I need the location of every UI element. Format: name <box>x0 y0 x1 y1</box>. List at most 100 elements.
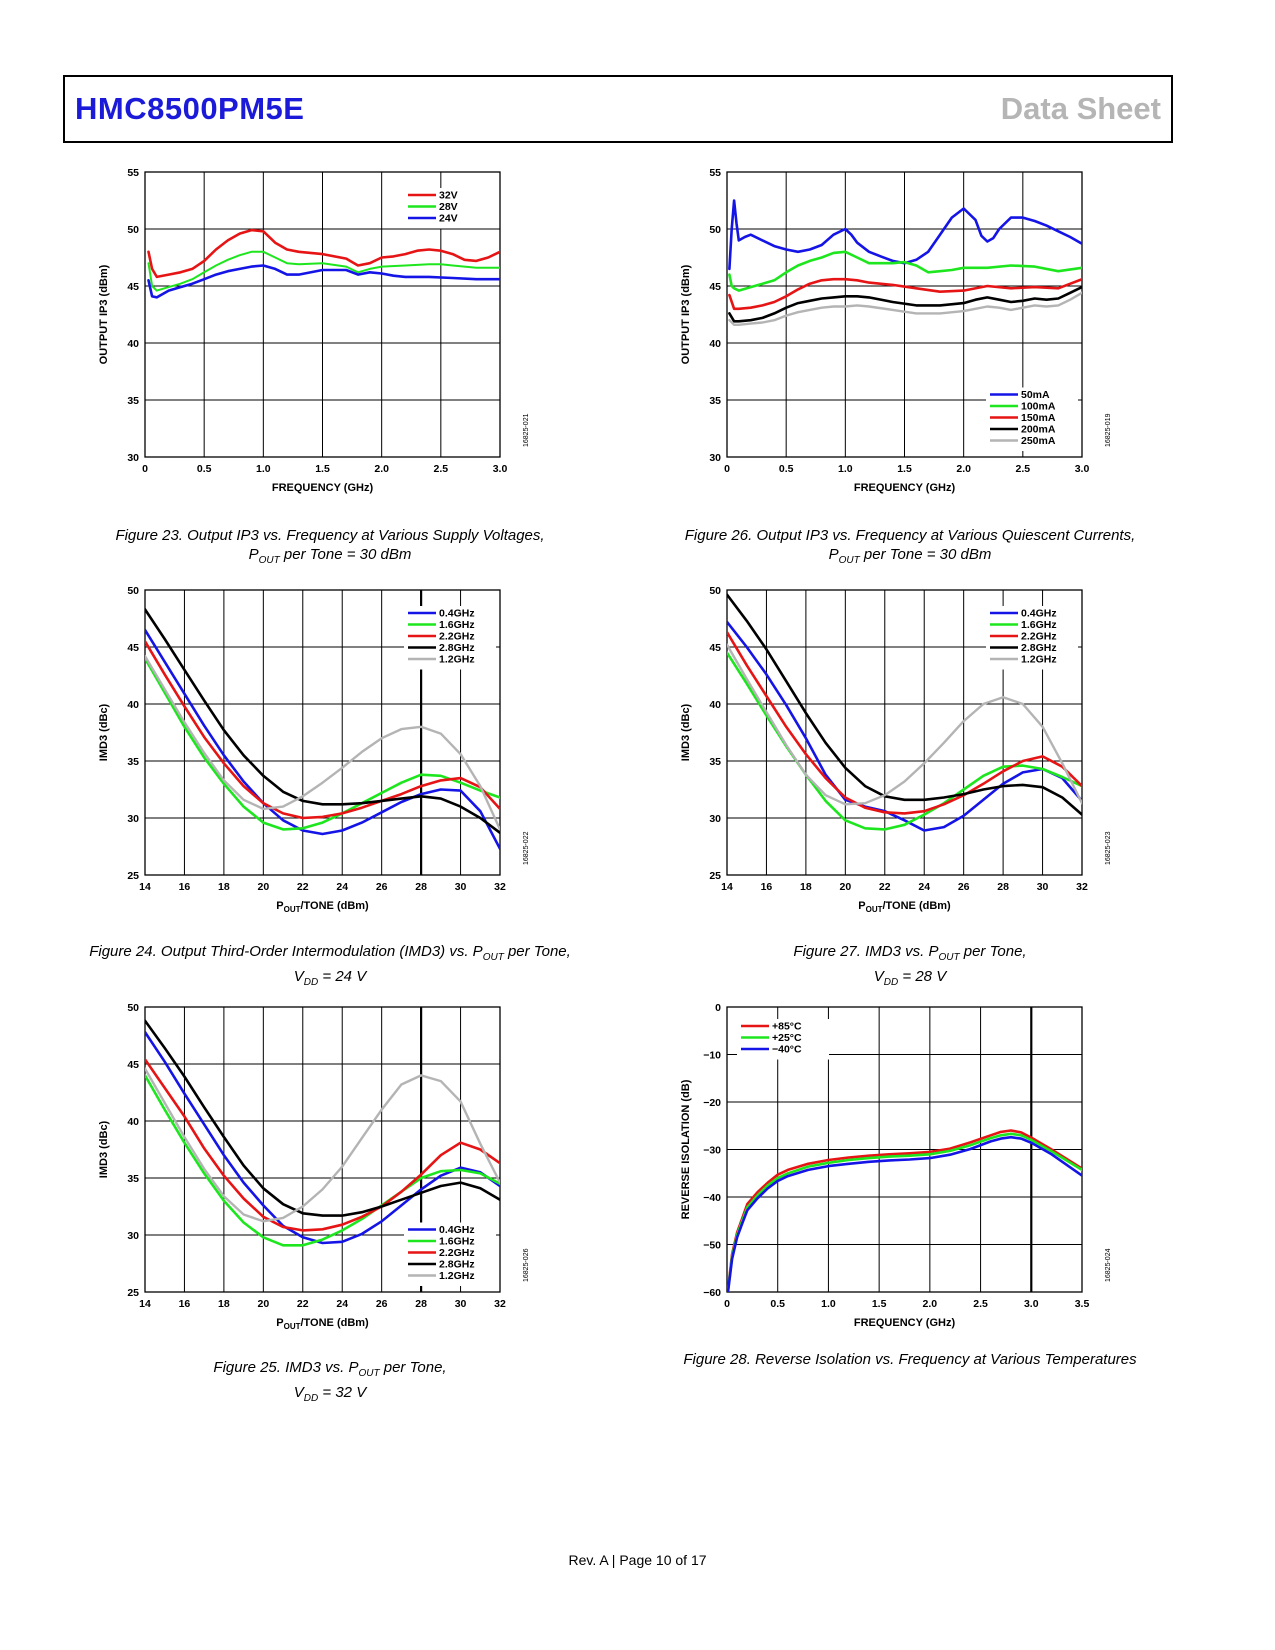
x-tick-label: 22 <box>879 881 891 893</box>
y-tick-label: 55 <box>709 167 721 179</box>
x-tick-label: 18 <box>218 1298 230 1310</box>
x-tick-label: 3.0 <box>1024 1298 1039 1310</box>
caption-subscript: OUT <box>258 555 280 566</box>
plot-frame <box>144 1006 501 1293</box>
caption-line: Figure 26. Output IP3 vs. Frequency at V… <box>684 527 1136 544</box>
caption-subscript: DD <box>883 977 899 988</box>
y-tick-label: 30 <box>127 452 139 464</box>
series-line-25c <box>727 1132 1082 1292</box>
x-tick-label: 16 <box>179 881 191 893</box>
x-tick-label: 2.5 <box>1016 463 1031 475</box>
series-line-40c <box>727 1135 1082 1292</box>
figure-code: 16825-026 <box>523 1248 530 1282</box>
y-tick-label: 45 <box>127 642 139 654</box>
y-tick-label: 45 <box>709 281 721 293</box>
y-tick-label: −40 <box>703 1192 721 1204</box>
series-line-22ghz <box>145 1058 500 1232</box>
x-tick-label: 1.0 <box>821 1298 836 1310</box>
legend-label: 1.2GHz <box>1021 654 1057 666</box>
x-axis-label-unit: /TONE (dBm) <box>300 1317 369 1329</box>
x-tick-label: 30 <box>455 1298 467 1310</box>
x-tick-label: 32 <box>494 881 506 893</box>
series-line-200ma <box>728 285 1082 323</box>
figure-code: 16825-019 <box>1105 413 1112 447</box>
x-axis-label: FREQUENCY (GHz) <box>272 482 374 494</box>
x-axis-label: POUT/TONE (dBm) <box>276 1317 369 1331</box>
y-tick-label: 35 <box>709 395 721 407</box>
caption-figure-25: Figure 25. IMD3 vs. POUT per Tone, VDD =… <box>80 1358 580 1408</box>
y-tick-label: 45 <box>127 281 139 293</box>
series-line-16ghz <box>145 657 500 831</box>
x-tick-label: 22 <box>297 881 309 893</box>
chart-imd3-vs-pout-32v: 14 16 18 20 22 24 26 28 30 32 25 30 35 40 45 50 POUT/TON… <box>98 1002 530 1331</box>
x-tick-label: 3.0 <box>1075 463 1090 475</box>
y-tick-label: 25 <box>709 870 721 882</box>
legend-label: 2.8GHz <box>439 642 475 654</box>
series-line-04ghz <box>145 1030 500 1245</box>
chart-output-ip3-vs-frequency-quiescent-currents: 0 0.5 1.0 1.5 2.0 2.5 3.0 30 35 40 45 50 55 FREQUENCY… <box>680 167 1112 494</box>
caption-symbol: P <box>828 546 839 563</box>
y-tick-label: 45 <box>709 642 721 654</box>
series-line-150ma <box>728 277 1082 311</box>
page-header: HMC8500PM5E Data Sheet <box>63 75 1173 143</box>
x-tick-label: 32 <box>1076 881 1088 893</box>
y-tick-label: −50 <box>703 1240 721 1252</box>
legend-label: +25°C <box>772 1032 802 1044</box>
caption-subscript: OUT <box>938 952 960 963</box>
legend-label: 2.2GHz <box>439 631 475 643</box>
legend-label: 2.8GHz <box>439 1259 475 1271</box>
series-line-12ghz <box>145 654 500 831</box>
series-line-85c <box>727 1129 1082 1291</box>
legend-label: 2.2GHz <box>1021 631 1057 643</box>
x-tick-label: 26 <box>376 1298 388 1310</box>
y-tick-label: 40 <box>709 699 721 711</box>
y-tick-label: 30 <box>709 452 721 464</box>
x-tick-label: 0.5 <box>770 1298 785 1310</box>
y-tick-label: 55 <box>127 167 139 179</box>
x-tick-label: 18 <box>800 881 812 893</box>
series-line-28ghz <box>145 608 500 835</box>
y-tick-label: 50 <box>709 585 721 597</box>
y-tick-label: 30 <box>127 1230 139 1242</box>
y-axis-label: OUTPUT IP3 (dBm) <box>98 264 110 364</box>
x-tick-label: 28 <box>997 881 1009 893</box>
y-tick-label: −30 <box>703 1145 721 1157</box>
x-tick-label: 14 <box>721 881 733 893</box>
y-tick-label: 40 <box>709 338 721 350</box>
x-tick-label: 26 <box>376 881 388 893</box>
series-line-12ghz <box>145 1067 500 1223</box>
caption-figure-27: Figure 27. IMD3 vs. POUT per Tone, VDD =… <box>660 942 1160 992</box>
caption-line: Figure 25. IMD3 vs. P <box>213 1359 359 1376</box>
x-axis-label: POUT/TONE (dBm) <box>276 900 369 914</box>
caption-line: per Tone, <box>379 1359 447 1376</box>
legend-label: 1.6GHz <box>439 1236 475 1248</box>
x-tick-label: 1.5 <box>897 463 912 475</box>
y-tick-label: 35 <box>709 756 721 768</box>
legend-label: 0.4GHz <box>439 608 475 620</box>
legend-label: 1.2GHz <box>439 654 475 666</box>
legend-label: 2.8GHz <box>1021 642 1057 654</box>
y-axis-label: IMD3 (dBc) <box>98 703 110 761</box>
x-axis-label-subscript: OUT <box>284 905 301 914</box>
chart-imd3-vs-pout-24v: 14 16 18 20 22 24 26 28 30 32 25 30 35 40 45 50 POUT/TON… <box>98 585 530 914</box>
x-tick-label: 24 <box>336 881 348 893</box>
caption-line: Figure 23. Output IP3 vs. Frequency at V… <box>115 527 545 544</box>
caption-subscript: OUT <box>358 1368 380 1379</box>
series-line-28v <box>147 250 500 292</box>
legend-label: 150mA <box>1021 412 1056 424</box>
y-tick-label: 0 <box>715 1002 721 1014</box>
x-tick-label: 0.5 <box>779 463 794 475</box>
series-line-24v <box>147 264 500 299</box>
caption-figure-23: Figure 23. Output IP3 vs. Frequency at V… <box>80 526 580 570</box>
caption-subscript: DD <box>303 977 319 988</box>
x-axis-label-symbol: P <box>276 1317 283 1329</box>
x-axis-label: FREQUENCY (GHz) <box>854 482 956 494</box>
caption-figure-26: Figure 26. Output IP3 vs. Frequency at V… <box>660 526 1160 570</box>
series-line-50ma <box>728 199 1082 271</box>
y-tick-label: 25 <box>127 870 139 882</box>
x-tick-label: 26 <box>958 881 970 893</box>
series-line-04ghz <box>145 628 500 851</box>
